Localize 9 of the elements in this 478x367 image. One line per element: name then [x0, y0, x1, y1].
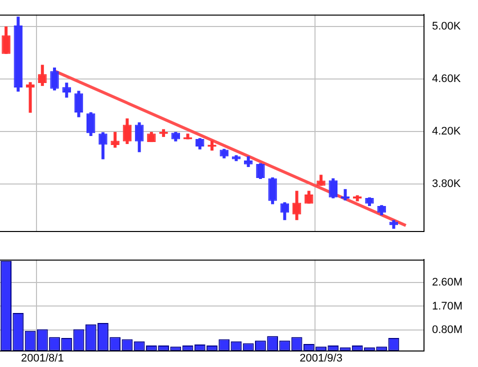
x-tick-label: 2001/8/1 — [20, 352, 64, 364]
y-tick-label: 4.60K — [432, 73, 462, 86]
x-tick-label: 2001/9/3 — [300, 352, 342, 364]
y-tick-label: 5.00K — [432, 20, 462, 32]
y-tick-label: 1.70M — [432, 300, 463, 312]
y-tick-label: 2.60M — [432, 276, 463, 289]
y-tick-label: 0.80M — [432, 324, 463, 336]
y-tick-label: 3.80K — [432, 178, 462, 190]
y-tick-label: 4.20K — [432, 126, 462, 138]
